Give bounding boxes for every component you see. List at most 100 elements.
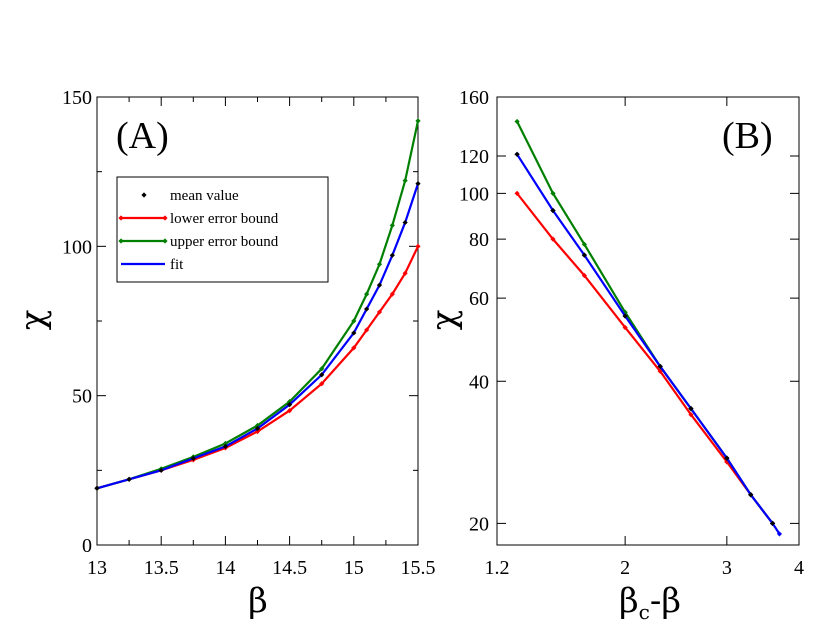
y-tick-label: 60 (469, 288, 489, 310)
x-tick-label: 2 (620, 557, 630, 579)
data-point-upper-error-bound (222, 440, 228, 447)
panel-a: 13 13.5 14 14.5 15 15.5 0 50 100 150 (A) β χ mean… (13, 87, 436, 621)
legend-label: upper error bound (170, 234, 279, 250)
x-tick-label: 13.5 (144, 557, 179, 579)
y-tick-label: 40 (469, 371, 489, 393)
x-tick-label: 13 (87, 557, 107, 579)
data-point-upper-error-bound (581, 241, 587, 247)
panel-b-x-axis-label: βc-β (619, 581, 681, 624)
y-tick-label: 100 (459, 183, 489, 205)
data-point-mean-value (415, 181, 421, 187)
data-point-mean-value (581, 252, 587, 258)
panel-a-x-axis-label: β (248, 581, 268, 621)
y-tick-label: 0 (82, 535, 92, 557)
legend-marker (162, 238, 168, 244)
data-point-mean-value (222, 443, 228, 450)
panel-b-frame (496, 96, 800, 546)
data-point-mean-value (287, 402, 293, 408)
panel-b-label: (B) (722, 115, 773, 157)
y-tick-label: 20 (469, 513, 489, 535)
series-line-fit (516, 153, 781, 535)
x-tick-label: 1.2 (485, 557, 510, 579)
data-point-mean-value (688, 406, 694, 412)
y-tick-label: 100 (62, 236, 92, 258)
data-point-lower-error-bound (402, 270, 408, 276)
data-point-lower-error-bound (287, 408, 293, 414)
legend-label: lower error bound (170, 211, 279, 227)
data-point-lower-error-bound (319, 381, 325, 387)
data-point-upper-error-bound (514, 118, 520, 125)
x-tick-label: 15 (344, 557, 364, 579)
x-tick-label: 15.5 (401, 557, 436, 579)
panel-a-label: (A) (116, 115, 169, 157)
data-point-mean-value (657, 363, 663, 370)
data-point-mean-value (364, 306, 370, 312)
data-point-mean-value (514, 151, 520, 157)
data-point-upper-error-bound (550, 190, 556, 196)
panel-a-frame (96, 96, 419, 546)
data-point-lower-error-bound (364, 327, 370, 333)
panel-b-x-axis-label-sub: c (639, 600, 650, 624)
data-point-mean-value (769, 520, 776, 526)
series-line-upper-error-bound (96, 120, 420, 490)
panel-a-y-axis-label: χ (13, 310, 53, 331)
data-point-lower-error-bound (389, 291, 395, 297)
data-point-lower-error-bound (376, 309, 383, 315)
legend-marker (118, 215, 124, 221)
legend-label: mean value (170, 188, 239, 204)
x-tick-label: 14.5 (272, 557, 307, 579)
x-tick-label: 4 (794, 557, 804, 579)
panel-b-x-axis-label-tail: -β (650, 581, 681, 621)
data-point-mean-value (158, 467, 164, 473)
data-point-lower-error-bound (724, 459, 730, 465)
data-point-upper-error-bound (351, 318, 357, 324)
data-point-lower-error-bound (514, 190, 520, 196)
data-point-lower-error-bound (688, 411, 694, 418)
y-tick-label: 50 (72, 386, 92, 408)
data-point-mean-value (622, 313, 628, 319)
data-point-upper-error-bound (415, 118, 421, 124)
data-point-lower-error-bound (581, 272, 587, 279)
panel-b-x-axis-label-main: β (619, 581, 639, 621)
legend-marker (141, 192, 147, 198)
panel-b-y-axis-label: χ (424, 310, 464, 331)
legend: mean value lower error bound upper error b… (116, 176, 329, 283)
data-point-mean-value (126, 476, 132, 482)
series-line-upper-error-bound (516, 120, 774, 525)
data-point-upper-error-bound (402, 178, 408, 184)
data-point-mean-value (724, 455, 730, 461)
legend-marker (162, 215, 168, 221)
legend-marker (118, 238, 124, 244)
data-point-upper-error-bound (389, 222, 395, 229)
data-point-mean-value (389, 252, 395, 258)
data-point-lower-error-bound (351, 345, 357, 351)
data-point-upper-error-bound (287, 399, 293, 405)
data-point-lower-error-bound (415, 243, 421, 249)
data-point-mean-value (254, 425, 261, 432)
data-point-upper-error-bound (364, 291, 370, 297)
series-line-lower-error-bound (516, 192, 774, 525)
series-line-lower-error-bound (96, 245, 419, 490)
data-point-mean-value (94, 485, 100, 491)
data-point-mean-value (550, 207, 556, 214)
data-point-lower-error-bound (657, 368, 663, 374)
data-point-lower-error-bound (550, 236, 556, 242)
y-tick-label: 120 (459, 146, 489, 168)
data-point-mean-value (351, 330, 357, 336)
data-point-upper-error-bound (622, 309, 628, 315)
series-line-fit (96, 183, 420, 490)
x-tick-label: 3 (722, 557, 732, 579)
y-tick-label: 80 (469, 229, 489, 251)
data-point-fit (776, 531, 783, 537)
panel-b: 1.2 2 3 4 20 40 60 80 100 120 160 (B) βc-β χ (424, 87, 804, 624)
x-tick-label: 14 (215, 557, 235, 579)
y-tick-label: 160 (459, 87, 489, 109)
data-point-mean-value (319, 372, 325, 378)
data-point-lower-error-bound (622, 324, 628, 331)
data-point-upper-error-bound (319, 366, 325, 372)
legend-label: fit (170, 257, 184, 273)
data-point-upper-error-bound (376, 261, 383, 267)
y-tick-label: 150 (62, 87, 92, 109)
data-point-mean-value (402, 219, 408, 226)
